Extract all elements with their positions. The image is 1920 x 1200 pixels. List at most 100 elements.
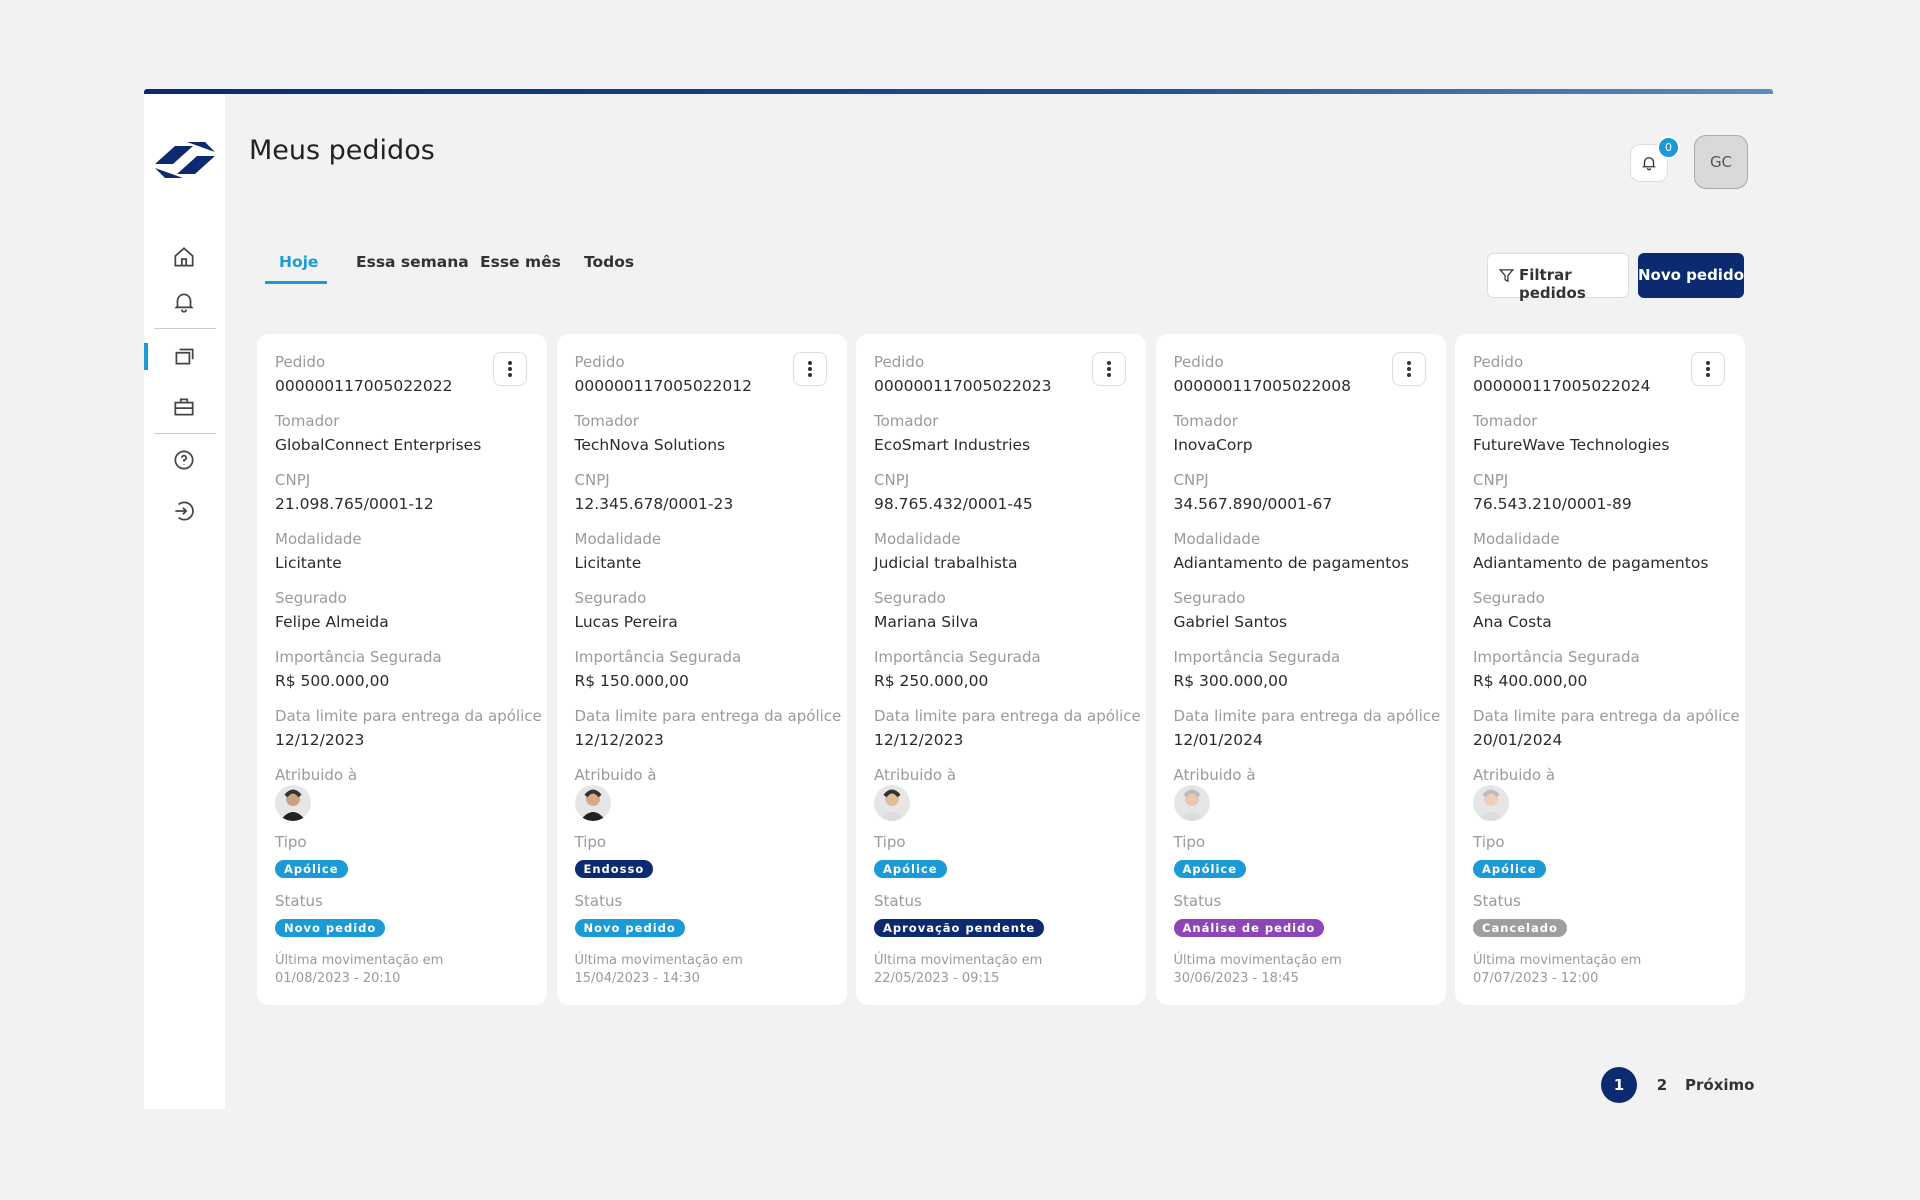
- field-label: Atribuido à: [275, 766, 358, 784]
- field-label: Última movimentação em: [574, 953, 743, 968]
- field-label: Última movimentação em: [1173, 953, 1342, 968]
- field-label: Pedido: [1473, 353, 1524, 371]
- field-value: 000000117005022008: [1173, 377, 1352, 395]
- field-label: Tipo: [1173, 833, 1206, 851]
- field-label: Modalidade: [574, 530, 662, 548]
- field-label: Tomador: [275, 412, 340, 430]
- field-label: Pedido: [874, 353, 925, 371]
- field-value: R$ 250.000,00: [874, 672, 989, 690]
- last-update: 15/04/2023 - 14:30: [574, 971, 700, 986]
- field-label: Segurado: [574, 589, 647, 607]
- status-badge: Novo pedido: [574, 919, 685, 937]
- field-value: 12.345.678/0001-23: [574, 495, 734, 513]
- field-label: Status: [1473, 892, 1521, 910]
- field-label: Pedido: [574, 353, 625, 371]
- logout-icon[interactable]: [171, 498, 197, 524]
- filter-label: Filtrar pedidos: [1519, 266, 1586, 302]
- more-button[interactable]: [1691, 352, 1725, 386]
- order-card: Pedido 000000117005022012 Tomador TechNova …: [556, 334, 847, 1005]
- status-badge: Novo pedido: [275, 919, 386, 937]
- briefcase-icon[interactable]: [171, 394, 197, 420]
- field-label: Importância Segurada: [1473, 648, 1640, 666]
- page-button[interactable]: 1: [1601, 1067, 1637, 1103]
- field-value: FutureWave Technologies: [1473, 436, 1670, 454]
- home-icon[interactable]: [171, 244, 197, 270]
- field-label: Status: [1173, 892, 1222, 910]
- field-label: Data limite para entrega da apólice: [1173, 707, 1441, 725]
- field-value: GlobalConnect Enterprises: [275, 436, 482, 454]
- field-value: TechNova Solutions: [574, 436, 726, 454]
- kebab-icon: [1406, 361, 1411, 377]
- field-value: 20/01/2024: [1473, 731, 1563, 749]
- field-value: 12/12/2023: [874, 731, 964, 749]
- field-label: CNPJ: [574, 471, 610, 489]
- new-order-button[interactable]: Novo pedido: [1638, 253, 1744, 298]
- field-value: 000000117005022022: [275, 377, 453, 395]
- type-badge: Apólice: [1473, 860, 1546, 878]
- order-card: Pedido 000000117005022023 Tomador EcoSmart …: [856, 334, 1146, 1005]
- kebab-icon: [508, 361, 512, 377]
- assignee-avatar: [874, 785, 910, 821]
- assignee-avatar: [1473, 785, 1509, 821]
- assignee-avatar: [1173, 785, 1210, 821]
- avatar-image: [1478, 789, 1504, 821]
- field-value: R$ 500.000,00: [275, 672, 390, 690]
- order-card: Pedido 000000117005022022 Tomador GlobalCon…: [257, 334, 547, 1005]
- field-value: 000000117005022012: [574, 377, 753, 395]
- help-icon[interactable]: [171, 447, 197, 473]
- field-label: Segurado: [1473, 589, 1545, 607]
- more-button[interactable]: [1391, 352, 1426, 386]
- last-update: 07/07/2023 - 12:00: [1473, 971, 1599, 986]
- page-button[interactable]: 2: [1656, 1076, 1668, 1094]
- orders-icon[interactable]: [171, 343, 197, 369]
- field-value: 98.765.432/0001-45: [874, 495, 1033, 513]
- avatar-image: [1178, 789, 1205, 821]
- status-badge: Cancelado: [1473, 919, 1567, 937]
- tab[interactable]: Essa semana: [356, 253, 469, 271]
- field-label: Atribuido à: [1173, 766, 1256, 784]
- field-label: Pedido: [1173, 353, 1224, 371]
- field-value: Lucas Pereira: [574, 613, 678, 631]
- field-value: 12/12/2023: [275, 731, 365, 749]
- filter-button[interactable]: Filtrar pedidos: [1487, 253, 1629, 302]
- more-button[interactable]: [1092, 352, 1126, 386]
- type-badge: Apólice: [1173, 860, 1247, 878]
- field-label: Modalidade: [1473, 530, 1560, 548]
- notification-count: 0: [1657, 136, 1680, 159]
- type-badge: Apólice: [275, 860, 348, 878]
- tab[interactable]: Esse mês: [480, 253, 561, 271]
- field-value: 21.098.765/0001-12: [275, 495, 434, 513]
- more-button[interactable]: [792, 352, 827, 386]
- next-button[interactable]: Próximo: [1685, 1076, 1755, 1094]
- order-card: Pedido 000000117005022008 Tomador InovaCorp…: [1155, 334, 1446, 1005]
- avatar-image: [280, 789, 306, 821]
- more-button[interactable]: [493, 352, 527, 386]
- field-label: Data limite para entrega da apólice: [874, 707, 1141, 725]
- type-badge: Endosso: [574, 860, 654, 878]
- user-avatar[interactable]: GC: [1694, 135, 1748, 189]
- bell-icon[interactable]: [171, 289, 197, 315]
- last-update: 30/06/2023 - 18:45: [1173, 971, 1299, 986]
- field-label: Última movimentação em: [275, 953, 444, 968]
- field-label: Segurado: [1173, 589, 1246, 607]
- field-label: CNPJ: [874, 471, 910, 489]
- field-label: Status: [275, 892, 323, 910]
- status-badge: Análise de pedido: [1173, 919, 1325, 937]
- field-label: CNPJ: [275, 471, 311, 489]
- field-label: Tipo: [1473, 833, 1505, 851]
- field-label: Status: [574, 892, 623, 910]
- tab[interactable]: Todos: [584, 253, 635, 271]
- field-label: Tipo: [874, 833, 906, 851]
- field-value: 000000117005022024: [1473, 377, 1651, 395]
- field-value: 76.543.210/0001-89: [1473, 495, 1632, 513]
- field-value: Adiantamento de pagamentos: [1473, 554, 1709, 572]
- tab[interactable]: Hoje: [279, 253, 319, 271]
- field-label: CNPJ: [1173, 471, 1209, 489]
- field-value: Felipe Almeida: [275, 613, 389, 631]
- field-label: Tipo: [275, 833, 307, 851]
- filter-icon: [1498, 269, 1515, 283]
- kebab-icon: [1706, 361, 1710, 377]
- field-value: 000000117005022023: [874, 377, 1052, 395]
- field-value: Ana Costa: [1473, 613, 1552, 631]
- field-label: Tomador: [874, 412, 939, 430]
